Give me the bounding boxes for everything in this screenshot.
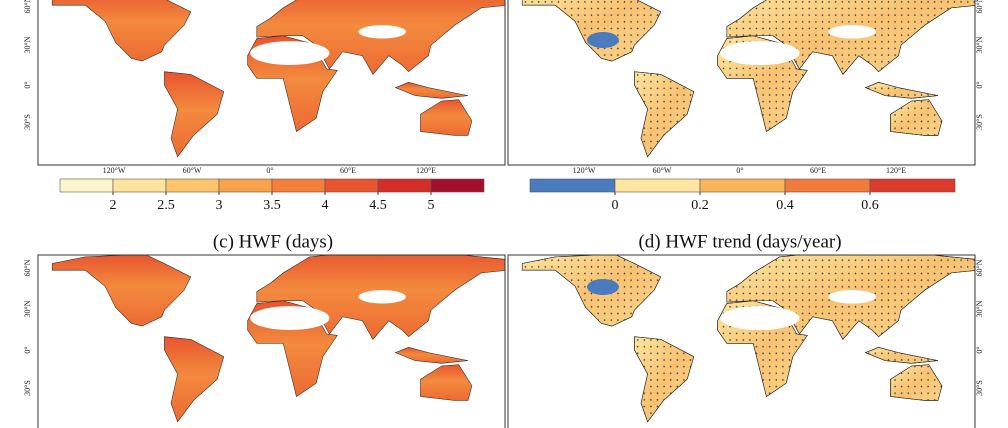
map-panel-d <box>521 255 975 423</box>
lat-label: 60°N <box>975 259 984 276</box>
panel-frame <box>507 0 976 166</box>
lon-label: 0° <box>736 166 743 175</box>
colorbar-segment <box>112 178 167 193</box>
colorbar-segment <box>59 178 114 193</box>
panel-title: (d) HWF trend (days/year) <box>638 231 841 252</box>
colorbar-tick-label: 0.4 <box>776 198 794 213</box>
lat-label: 0° <box>975 81 984 88</box>
lon-label: 120°E <box>416 166 436 175</box>
lon-label: 60°W <box>183 166 202 175</box>
lat-label: 60°N <box>975 0 984 13</box>
colorbar-tick-label: 2.5 <box>157 198 175 213</box>
lat-label: 30°S <box>975 114 984 130</box>
colorbar-segment <box>699 178 786 193</box>
lat-label: 30°N <box>975 36 984 53</box>
lat-label: 30°S <box>975 380 984 396</box>
panel-frame <box>37 0 506 166</box>
lat-label: 30°N <box>23 36 32 53</box>
lon-label: 60°W <box>653 166 672 175</box>
colorbar-segment <box>377 178 432 193</box>
colorbar-segment <box>869 178 956 193</box>
lat-label: 0° <box>975 346 984 353</box>
lat-label: 30°N <box>975 300 984 317</box>
colorbar-segment <box>614 178 701 193</box>
colorbar-tick-label: 0.2 <box>691 198 709 213</box>
map-panel-b <box>521 0 975 158</box>
colorbar-tick-label: 0.6 <box>861 198 879 213</box>
colorbar-tick-label: 5 <box>428 198 435 213</box>
panel-title: (c) HWF (days) <box>213 231 333 252</box>
colorbar-segment <box>165 178 220 193</box>
lon-label: 120°E <box>886 166 906 175</box>
colorbar-segment <box>529 178 616 193</box>
colorbar-tick-label: 3.5 <box>263 198 281 213</box>
lat-label: 30°S <box>23 114 32 130</box>
map-panel-c <box>51 255 505 423</box>
lon-label: 120°W <box>103 166 126 175</box>
lat-label: 0° <box>23 81 32 88</box>
lat-label: 30°S <box>23 380 32 396</box>
colorbar-segment <box>218 178 273 193</box>
colorbar-tick-label: 0 <box>612 198 619 213</box>
colorbar-tick-label: 4 <box>322 198 329 213</box>
colorbar-segment <box>430 178 485 193</box>
colorbar-tick-label: 2 <box>110 198 117 213</box>
map-panel-a <box>51 0 505 158</box>
lon-label: 0° <box>266 166 273 175</box>
lat-label: 60°N <box>23 259 32 276</box>
colorbar-tick-label: 3 <box>216 198 223 213</box>
lat-label: 60°N <box>23 0 32 13</box>
colorbar-segment <box>784 178 871 193</box>
lon-label: 60°E <box>810 166 826 175</box>
colorbar-segment <box>271 178 326 193</box>
panel-frame <box>507 254 976 428</box>
lon-label: 120°W <box>573 166 596 175</box>
colorbar-tick-label: 4.5 <box>369 198 387 213</box>
lon-label: 60°E <box>340 166 356 175</box>
colorbar-segment <box>324 178 379 193</box>
lat-label: 30°N <box>23 300 32 317</box>
panel-frame <box>37 254 506 428</box>
lat-label: 0° <box>23 346 32 353</box>
